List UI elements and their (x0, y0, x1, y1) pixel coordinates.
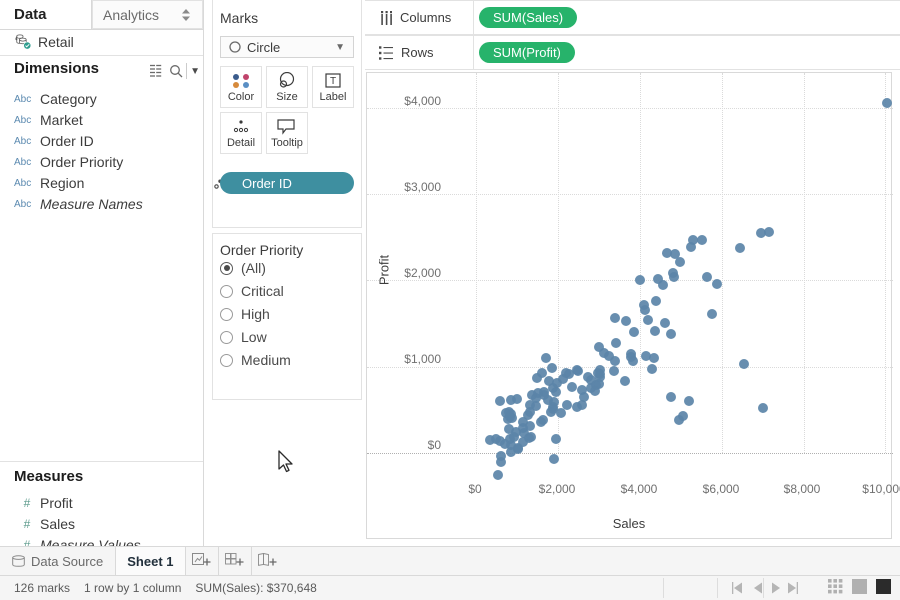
svg-text:T: T (330, 76, 336, 87)
